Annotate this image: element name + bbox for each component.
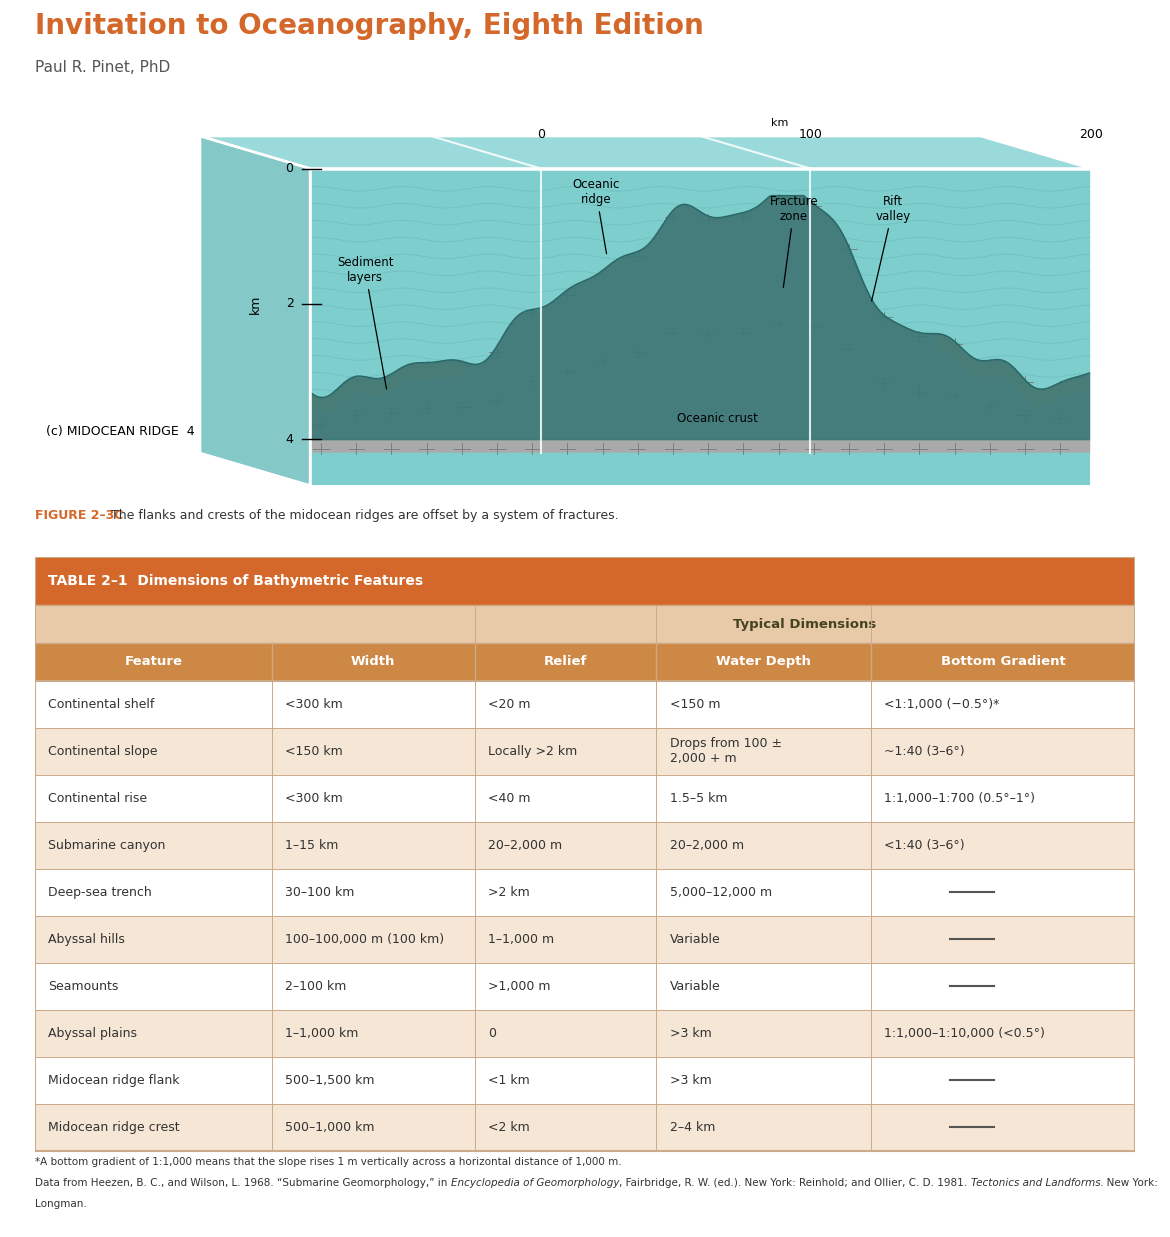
Text: Bottom Gradient: Bottom Gradient <box>941 656 1066 668</box>
Text: . New York:: . New York: <box>1100 1178 1158 1189</box>
Text: Data from Heezen, B. C., and Wilson, L. 1968. “Submarine Geomorphology,” in: Data from Heezen, B. C., and Wilson, L. … <box>35 1178 450 1189</box>
Text: Midocean ridge crest: Midocean ridge crest <box>48 1121 180 1134</box>
Text: Continental slope: Continental slope <box>48 745 158 758</box>
Bar <box>35 962 1135 1009</box>
Text: >2 km: >2 km <box>488 886 530 899</box>
Text: *A bottom gradient of 1:1,000 means that the slope rises 1 m vertically across a: *A bottom gradient of 1:1,000 means that… <box>35 1158 621 1168</box>
Text: FIGURE 2–3C: FIGURE 2–3C <box>35 508 124 522</box>
Polygon shape <box>200 136 1090 168</box>
Text: Oceanic crust: Oceanic crust <box>676 412 757 426</box>
Text: 0: 0 <box>488 1027 496 1040</box>
Text: Width: Width <box>351 656 395 668</box>
Text: 500–1,000 km: 500–1,000 km <box>284 1121 374 1134</box>
Text: Submarine canyon: Submarine canyon <box>48 839 166 852</box>
Text: (c) MIDOCEAN RIDGE  4: (c) MIDOCEAN RIDGE 4 <box>46 424 194 438</box>
Bar <box>35 643 1135 680</box>
Text: 0: 0 <box>285 162 294 176</box>
Text: <20 m: <20 m <box>488 698 531 711</box>
Text: >3 km: >3 km <box>669 1074 711 1087</box>
Text: Deep-sea trench: Deep-sea trench <box>48 886 152 899</box>
Text: 1.5–5 km: 1.5–5 km <box>669 792 728 805</box>
Text: <150 km: <150 km <box>284 745 343 758</box>
Text: Variable: Variable <box>669 933 721 946</box>
Text: 2–100 km: 2–100 km <box>284 980 346 993</box>
Bar <box>35 774 1135 821</box>
Text: Variable: Variable <box>669 980 721 993</box>
Bar <box>35 915 1135 962</box>
Polygon shape <box>310 195 1090 453</box>
Text: 100: 100 <box>798 129 823 141</box>
Text: 30–100 km: 30–100 km <box>284 886 355 899</box>
Bar <box>35 557 1135 605</box>
Bar <box>35 1103 1135 1150</box>
Text: 2–4 km: 2–4 km <box>669 1121 715 1134</box>
Text: 1:1,000–1:700 (0.5°–1°): 1:1,000–1:700 (0.5°–1°) <box>885 792 1035 805</box>
Text: The flanks and crests of the midocean ridges are offset by a system of fractures: The flanks and crests of the midocean ri… <box>106 508 618 522</box>
Text: Paul R. Pinet, PhD: Paul R. Pinet, PhD <box>35 61 171 75</box>
Polygon shape <box>937 334 1090 406</box>
Text: Fracture
zone: Fracture zone <box>770 195 818 287</box>
Polygon shape <box>200 136 310 486</box>
Text: 1–15 km: 1–15 km <box>284 839 338 852</box>
Text: 20–2,000 m: 20–2,000 m <box>488 839 563 852</box>
Bar <box>35 1056 1135 1103</box>
Text: Sediment
layers: Sediment layers <box>337 256 393 390</box>
Bar <box>35 821 1135 868</box>
Polygon shape <box>310 360 464 414</box>
Text: <40 m: <40 m <box>488 792 531 805</box>
Polygon shape <box>200 136 980 453</box>
Text: Longman.: Longman. <box>35 1199 87 1209</box>
Text: <1:40 (3–6°): <1:40 (3–6°) <box>885 839 965 852</box>
Text: <1 km: <1 km <box>488 1074 530 1087</box>
Text: Tectonics and Landforms: Tectonics and Landforms <box>971 1178 1100 1189</box>
Text: 5,000–12,000 m: 5,000–12,000 m <box>669 886 772 899</box>
Text: ~1:40 (3–6°): ~1:40 (3–6°) <box>885 745 965 758</box>
Bar <box>35 1009 1135 1056</box>
Text: Drops from 100 ±
2,000 + m: Drops from 100 ± 2,000 + m <box>669 737 782 766</box>
Text: , Fairbridge, R. W. (ed.). New York: Reinhold; and Ollier, C. D. 1981.: , Fairbridge, R. W. (ed.). New York: Rei… <box>619 1178 971 1189</box>
Text: Encyclopedia of Geomorphology: Encyclopedia of Geomorphology <box>450 1178 619 1189</box>
Text: 2: 2 <box>285 297 294 310</box>
Text: 1:1,000–1:10,000 (<0.5°): 1:1,000–1:10,000 (<0.5°) <box>885 1027 1045 1040</box>
Bar <box>35 868 1135 915</box>
Text: 1–1,000 m: 1–1,000 m <box>488 933 555 946</box>
Text: Rift
valley: Rift valley <box>872 195 910 301</box>
Text: 100–100,000 m (100 km): 100–100,000 m (100 km) <box>284 933 443 946</box>
Text: <150 m: <150 m <box>669 698 721 711</box>
Text: 200: 200 <box>1079 129 1103 141</box>
Text: Abyssal plains: Abyssal plains <box>48 1027 137 1040</box>
Text: km: km <box>771 119 789 129</box>
Polygon shape <box>310 168 1090 486</box>
Text: 4: 4 <box>285 433 294 445</box>
Text: 1–1,000 km: 1–1,000 km <box>284 1027 358 1040</box>
Text: TABLE 2–1  Dimensions of Bathymetric Features: TABLE 2–1 Dimensions of Bathymetric Feat… <box>48 574 424 588</box>
Text: km: km <box>248 294 262 313</box>
Text: >1,000 m: >1,000 m <box>488 980 551 993</box>
Text: Relief: Relief <box>544 656 587 668</box>
Text: <2 km: <2 km <box>488 1121 530 1134</box>
Polygon shape <box>310 168 1090 397</box>
Text: Feature: Feature <box>124 656 183 668</box>
Text: Continental rise: Continental rise <box>48 792 147 805</box>
Text: <1:1,000 (−0.5°)*: <1:1,000 (−0.5°)* <box>885 698 999 711</box>
Text: Oceanic
ridge: Oceanic ridge <box>572 178 620 254</box>
Text: <300 km: <300 km <box>284 792 343 805</box>
Text: Seamounts: Seamounts <box>48 980 118 993</box>
Text: Water Depth: Water Depth <box>716 656 811 668</box>
Text: <300 km: <300 km <box>284 698 343 711</box>
Text: Continental shelf: Continental shelf <box>48 698 154 711</box>
Text: >3 km: >3 km <box>669 1027 711 1040</box>
Bar <box>35 727 1135 774</box>
Text: Abyssal hills: Abyssal hills <box>48 933 125 946</box>
Text: Invitation to Oceanography, Eighth Edition: Invitation to Oceanography, Eighth Editi… <box>35 12 704 41</box>
Text: 500–1,500 km: 500–1,500 km <box>284 1074 374 1087</box>
Text: Typical Dimensions: Typical Dimensions <box>734 617 876 631</box>
Text: 20–2,000 m: 20–2,000 m <box>669 839 744 852</box>
Text: Midocean ridge flank: Midocean ridge flank <box>48 1074 180 1087</box>
Bar <box>35 605 1135 643</box>
Bar <box>35 680 1135 727</box>
Text: Locally >2 km: Locally >2 km <box>488 745 578 758</box>
Text: 0: 0 <box>537 129 545 141</box>
